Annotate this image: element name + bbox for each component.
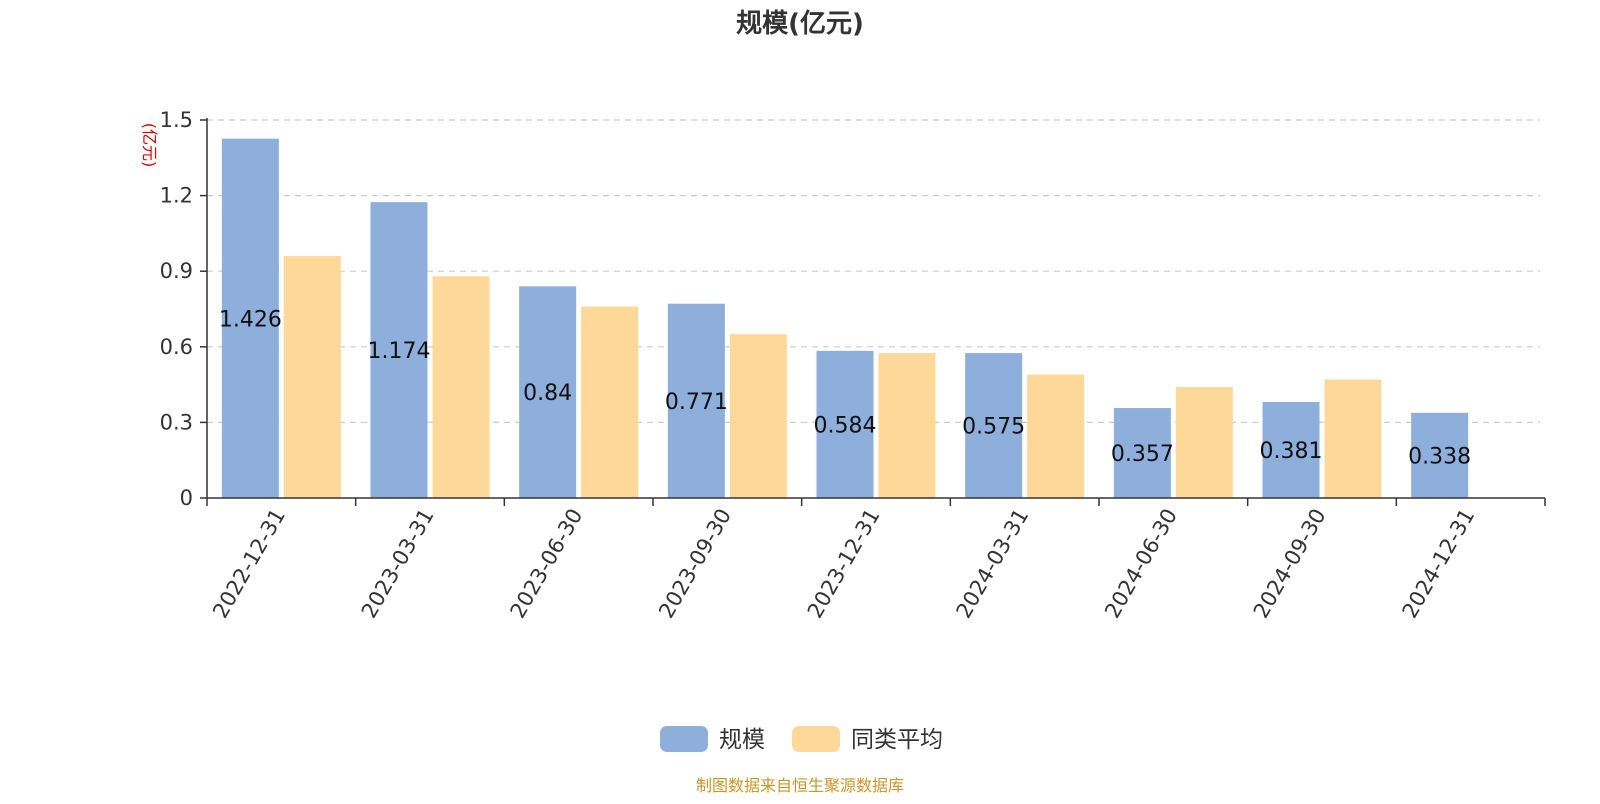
data-labels: 1.426 1.174 0.84 0.771 0.584 0.575 0.357 0.381 0… (219, 307, 1471, 469)
bar-value-label: 1.174 (368, 339, 431, 364)
x-tick-label: 2024-06-30 (1100, 505, 1182, 623)
bar-scale[interactable] (1113, 408, 1171, 498)
bar-scale[interactable] (519, 286, 577, 498)
bar-peer-average[interactable] (283, 256, 341, 498)
y-tick-label: 1.2 (160, 184, 193, 208)
x-tick-label: 2022-12-31 (208, 505, 290, 623)
grid-lines (207, 119, 1540, 423)
legend-label: 同类平均 (851, 727, 943, 753)
bar-peer-average[interactable] (878, 353, 936, 498)
bar-value-label: 0.357 (1111, 442, 1174, 467)
bar-peer-average[interactable] (1175, 387, 1233, 498)
bar-value-label: 0.338 (1408, 444, 1471, 469)
legend-swatch (792, 726, 840, 752)
bar-peer-average[interactable] (1027, 374, 1085, 498)
legend-item[interactable]: 规模 (660, 726, 765, 753)
y-axis-label: (亿元) (140, 123, 159, 168)
bar-scale[interactable] (667, 303, 725, 498)
legend[interactable]: 规模 同类平均 (660, 726, 943, 753)
bar-scale[interactable] (1262, 401, 1320, 498)
y-tick-label: 0.3 (160, 410, 193, 434)
bar-peer-average[interactable] (432, 276, 490, 498)
y-tick-label: 0.9 (160, 259, 193, 283)
bar-value-label: 0.575 (962, 415, 1025, 440)
bar-scale[interactable] (370, 202, 428, 499)
bar-scale[interactable] (1411, 412, 1469, 498)
x-tick-label: 2023-12-31 (803, 505, 885, 623)
x-tick-label: 2024-03-31 (952, 505, 1034, 623)
bar-value-label: 0.84 (523, 381, 572, 406)
x-tick-label: 2023-03-31 (357, 505, 439, 623)
x-tick-label: 2023-06-30 (506, 505, 588, 623)
source-footer: 制图数据来自恒生聚源数据库 (696, 776, 904, 795)
y-tick-label: 0 (180, 486, 193, 510)
y-tick-label: 1.5 (160, 108, 193, 132)
legend-item[interactable]: 同类平均 (792, 726, 943, 753)
chart-title: 规模(亿元) (736, 9, 864, 39)
bar-value-label: 1.426 (219, 307, 282, 332)
bar-peer-average[interactable] (729, 334, 787, 498)
legend-swatch (660, 726, 708, 752)
bar-peer-average[interactable] (581, 306, 639, 498)
y-tick-label: 0.6 (160, 335, 193, 359)
bar-scale[interactable] (816, 350, 874, 498)
x-tick-label: 2024-12-31 (1398, 505, 1480, 623)
legend-label: 规模 (719, 727, 765, 753)
x-tick-label: 2023-09-30 (654, 505, 736, 623)
bar-value-label: 0.771 (665, 390, 728, 415)
bar-scale[interactable] (965, 353, 1023, 498)
bar-scale[interactable] (221, 138, 279, 498)
bar-peer-average[interactable] (1324, 379, 1382, 498)
bar-value-label: 0.584 (814, 413, 877, 438)
x-tick-label: 2024-09-30 (1249, 505, 1331, 623)
bar-value-label: 0.381 (1260, 439, 1323, 464)
bars (221, 138, 1469, 499)
